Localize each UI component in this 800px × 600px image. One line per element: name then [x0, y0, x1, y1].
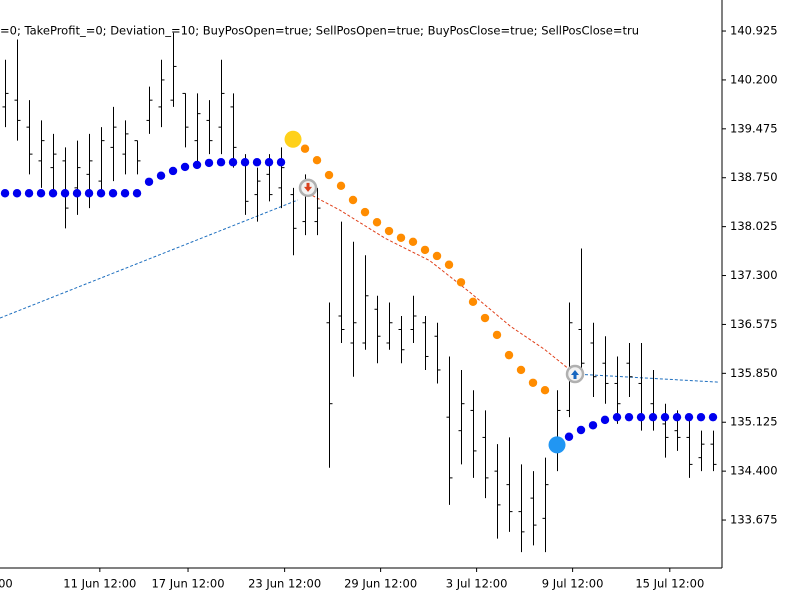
y-tick-label: 135.125 — [730, 415, 778, 429]
indicator-dot — [444, 260, 454, 269]
indicator-dot — [456, 278, 466, 287]
signal-dot — [548, 436, 566, 454]
indicator-dot — [108, 189, 118, 198]
indicator-dot — [48, 189, 58, 198]
signal-dot — [284, 130, 302, 148]
y-tick-label: 135.850 — [730, 366, 778, 380]
y-tick-label: 140.925 — [730, 24, 778, 38]
y-tick-label: 134.400 — [730, 464, 778, 478]
indicator-dot — [168, 166, 178, 176]
indicator-dot — [324, 170, 334, 180]
indicator-dot — [252, 158, 262, 167]
indicator-dot — [660, 412, 670, 422]
indicator-dot — [24, 189, 34, 198]
indicator-dot — [528, 378, 538, 387]
indicator-dot — [708, 412, 718, 422]
indicator-dot — [696, 412, 706, 422]
indicator-dot — [156, 171, 166, 180]
indicator-dot — [240, 158, 250, 167]
indicator-dot — [480, 313, 490, 323]
indicator-dot — [300, 144, 310, 153]
indicator-dot — [360, 207, 370, 217]
indicator-dot — [408, 237, 418, 247]
indicator-dot — [576, 425, 586, 435]
indicator-dot — [264, 158, 274, 167]
y-tick-label: 137.300 — [730, 268, 778, 282]
x-tick-label: 23 Jun 12:00 — [248, 577, 321, 591]
x-tick-label: 17 Jun 12:00 — [151, 577, 224, 591]
indicator-dot — [0, 189, 10, 198]
indicator-dot — [72, 189, 82, 198]
x-tick-label: 15 Jul 12:00 — [635, 577, 704, 591]
indicator-dot — [636, 412, 646, 422]
indicator-dot — [372, 218, 382, 227]
y-tick-label: 138.750 — [730, 170, 778, 184]
indicator-dot — [204, 158, 214, 168]
indicator-dot — [192, 160, 202, 170]
indicator-dot — [84, 189, 94, 198]
y-tick-label: 139.475 — [730, 121, 778, 135]
trade-line — [0, 199, 299, 319]
indicator-dot — [216, 158, 226, 167]
y-tick-label: 136.575 — [730, 317, 778, 331]
indicator-dot — [420, 245, 430, 255]
plot-area: =0; TakeProfit_=0; Deviation_=10; BuyPos… — [0, 24, 718, 553]
y-tick-label: 133.675 — [730, 513, 778, 527]
x-tick-label: 5 Jun 12:00 — [0, 577, 13, 591]
y-tick-label: 138.025 — [730, 219, 778, 233]
indicator-dot — [588, 421, 598, 430]
trade-arrow — [304, 182, 313, 192]
x-tick-label: 9 Jul 12:00 — [542, 577, 604, 591]
indicator-dot — [348, 195, 358, 205]
indicator-dot — [624, 412, 634, 422]
indicator-dot — [564, 432, 574, 441]
y-tick-label: 140.200 — [730, 72, 778, 86]
indicator-dot — [672, 412, 682, 422]
indicator-dot — [144, 177, 154, 186]
x-tick-label: 29 Jun 12:00 — [344, 577, 417, 591]
indicator-dot — [600, 415, 610, 425]
indicator-dot — [396, 233, 406, 242]
indicator-dot — [120, 189, 130, 198]
indicator-dot — [648, 412, 658, 422]
x-ticks: 5 Jun 12:00 11 Jun 12:00 17 Jun 12:00 23 Ju… — [0, 568, 704, 591]
x-tick-label: 11 Jun 12:00 — [63, 577, 136, 591]
indicator-dot — [384, 226, 394, 236]
indicator-dot — [504, 350, 514, 360]
trade-line — [574, 373, 718, 383]
trade-arrow — [571, 370, 580, 380]
indicator-dot — [336, 181, 346, 191]
indicator-dot — [276, 158, 286, 167]
indicator-dot — [468, 297, 478, 307]
indicator-dot — [612, 412, 622, 422]
indicator-dot — [312, 155, 322, 165]
indicator-dot — [96, 189, 106, 198]
x-tick-label: 3 Jul 12:00 — [446, 577, 508, 591]
indicator-dot — [516, 365, 526, 375]
indicator-dot — [12, 189, 22, 198]
indicator-dot — [684, 412, 694, 422]
indicator-dot — [60, 189, 70, 198]
indicator-dot — [492, 330, 502, 340]
indicator-dot — [36, 189, 46, 198]
indicator-dot — [228, 158, 238, 167]
axes: 140.925 140.200 139.475 138.750 138.025 137.3… — [0, 0, 778, 569]
indicator-dot — [132, 189, 142, 198]
indicator-dot — [540, 386, 550, 395]
chart-title: =0; TakeProfit_=0; Deviation_=10; BuyPos… — [0, 24, 639, 38]
indicator-dot — [180, 162, 190, 172]
indicator-dot — [432, 251, 442, 261]
